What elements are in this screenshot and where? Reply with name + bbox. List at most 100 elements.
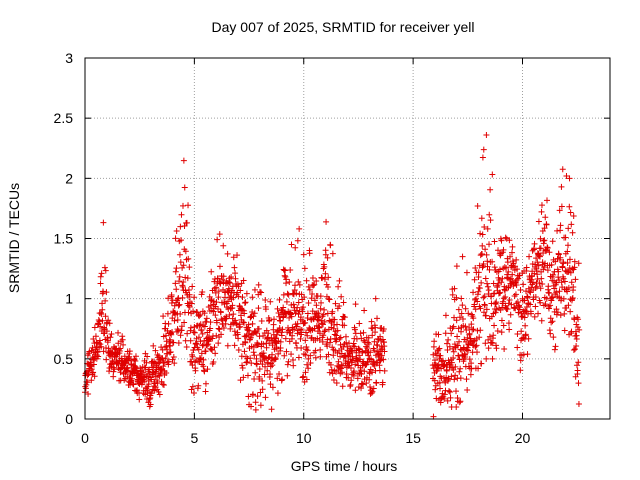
data-point	[313, 310, 319, 317]
data-point	[295, 278, 302, 285]
data-point	[558, 203, 565, 210]
data-point	[474, 349, 480, 356]
data-point	[190, 308, 197, 315]
data-point	[293, 323, 300, 330]
data-point	[455, 325, 462, 332]
data-point	[538, 317, 545, 324]
data-point	[564, 259, 571, 266]
data-point	[537, 253, 543, 260]
data-point	[109, 357, 116, 364]
data-point	[235, 293, 242, 300]
data-point	[448, 359, 455, 366]
data-point	[345, 374, 352, 381]
data-point	[478, 215, 485, 222]
data-point	[379, 379, 386, 386]
data-point	[315, 323, 322, 330]
data-point	[202, 380, 209, 387]
data-point	[126, 348, 133, 355]
data-point	[378, 352, 385, 359]
data-point	[167, 338, 174, 345]
data-point	[306, 286, 313, 293]
data-point	[182, 274, 189, 281]
data-point	[541, 237, 548, 244]
data-point	[204, 366, 211, 373]
data-point	[216, 231, 223, 238]
data-point	[178, 211, 185, 218]
data-point	[509, 271, 516, 278]
data-point	[521, 297, 528, 304]
data-point	[228, 274, 235, 281]
data-point	[304, 310, 311, 317]
data-point	[470, 289, 477, 296]
data-point	[372, 324, 379, 331]
data-point	[267, 381, 274, 388]
data-point	[482, 246, 489, 253]
data-point	[485, 287, 492, 294]
data-point	[484, 280, 491, 287]
data-point	[99, 300, 106, 307]
data-point	[276, 371, 283, 378]
data-point	[115, 329, 122, 336]
data-point	[253, 330, 260, 337]
data-point	[339, 369, 346, 376]
data-point	[343, 370, 350, 377]
data-point	[274, 390, 281, 397]
data-point	[185, 202, 192, 209]
data-point	[507, 311, 514, 318]
data-point	[297, 314, 304, 321]
data-point	[294, 320, 301, 327]
data-point	[486, 241, 493, 248]
data-point	[95, 317, 102, 324]
data-point	[324, 343, 331, 350]
data-point	[322, 251, 329, 258]
data-point	[437, 385, 444, 392]
data-point	[185, 255, 192, 262]
data-point	[169, 356, 176, 363]
data-point	[482, 312, 489, 319]
data-point	[459, 302, 466, 309]
data-point	[207, 325, 214, 332]
data-point	[479, 242, 486, 249]
data-point	[232, 275, 239, 282]
data-point	[437, 352, 444, 359]
data-point	[181, 223, 188, 230]
data-point	[538, 202, 545, 209]
data-point	[483, 306, 490, 313]
axis-ticks: 0 5 10 15 20 0 0.5 1 1.5 2 2.5 3	[54, 50, 610, 446]
data-point	[327, 361, 334, 368]
y-tick-label: 2	[65, 170, 73, 186]
data-point	[475, 288, 482, 295]
y-axis-label: SRMTID / TECUs	[6, 183, 22, 293]
data-point	[535, 218, 542, 225]
data-point	[305, 283, 312, 290]
data-point	[559, 264, 566, 271]
data-point	[103, 356, 110, 363]
data-point	[225, 298, 232, 305]
data-point	[366, 376, 373, 383]
data-point	[210, 298, 217, 305]
data-point	[317, 293, 324, 300]
data-point	[91, 324, 98, 331]
data-point	[317, 346, 324, 353]
data-point	[182, 248, 189, 255]
data-point	[444, 397, 451, 404]
data-point	[576, 326, 583, 333]
data-point	[447, 394, 454, 401]
data-point	[220, 242, 227, 249]
data-point	[283, 298, 290, 305]
data-point	[455, 306, 462, 313]
data-point	[492, 300, 499, 307]
data-point	[269, 351, 276, 358]
data-point	[515, 275, 522, 282]
data-point	[143, 359, 150, 366]
data-point	[313, 277, 320, 284]
data-point	[176, 251, 183, 258]
data-point	[326, 296, 333, 303]
data-point	[367, 349, 374, 356]
data-point	[498, 279, 505, 286]
data-point	[495, 280, 502, 287]
data-point	[325, 351, 332, 358]
data-point	[203, 315, 210, 322]
data-point	[480, 146, 487, 153]
data-point	[301, 294, 308, 301]
